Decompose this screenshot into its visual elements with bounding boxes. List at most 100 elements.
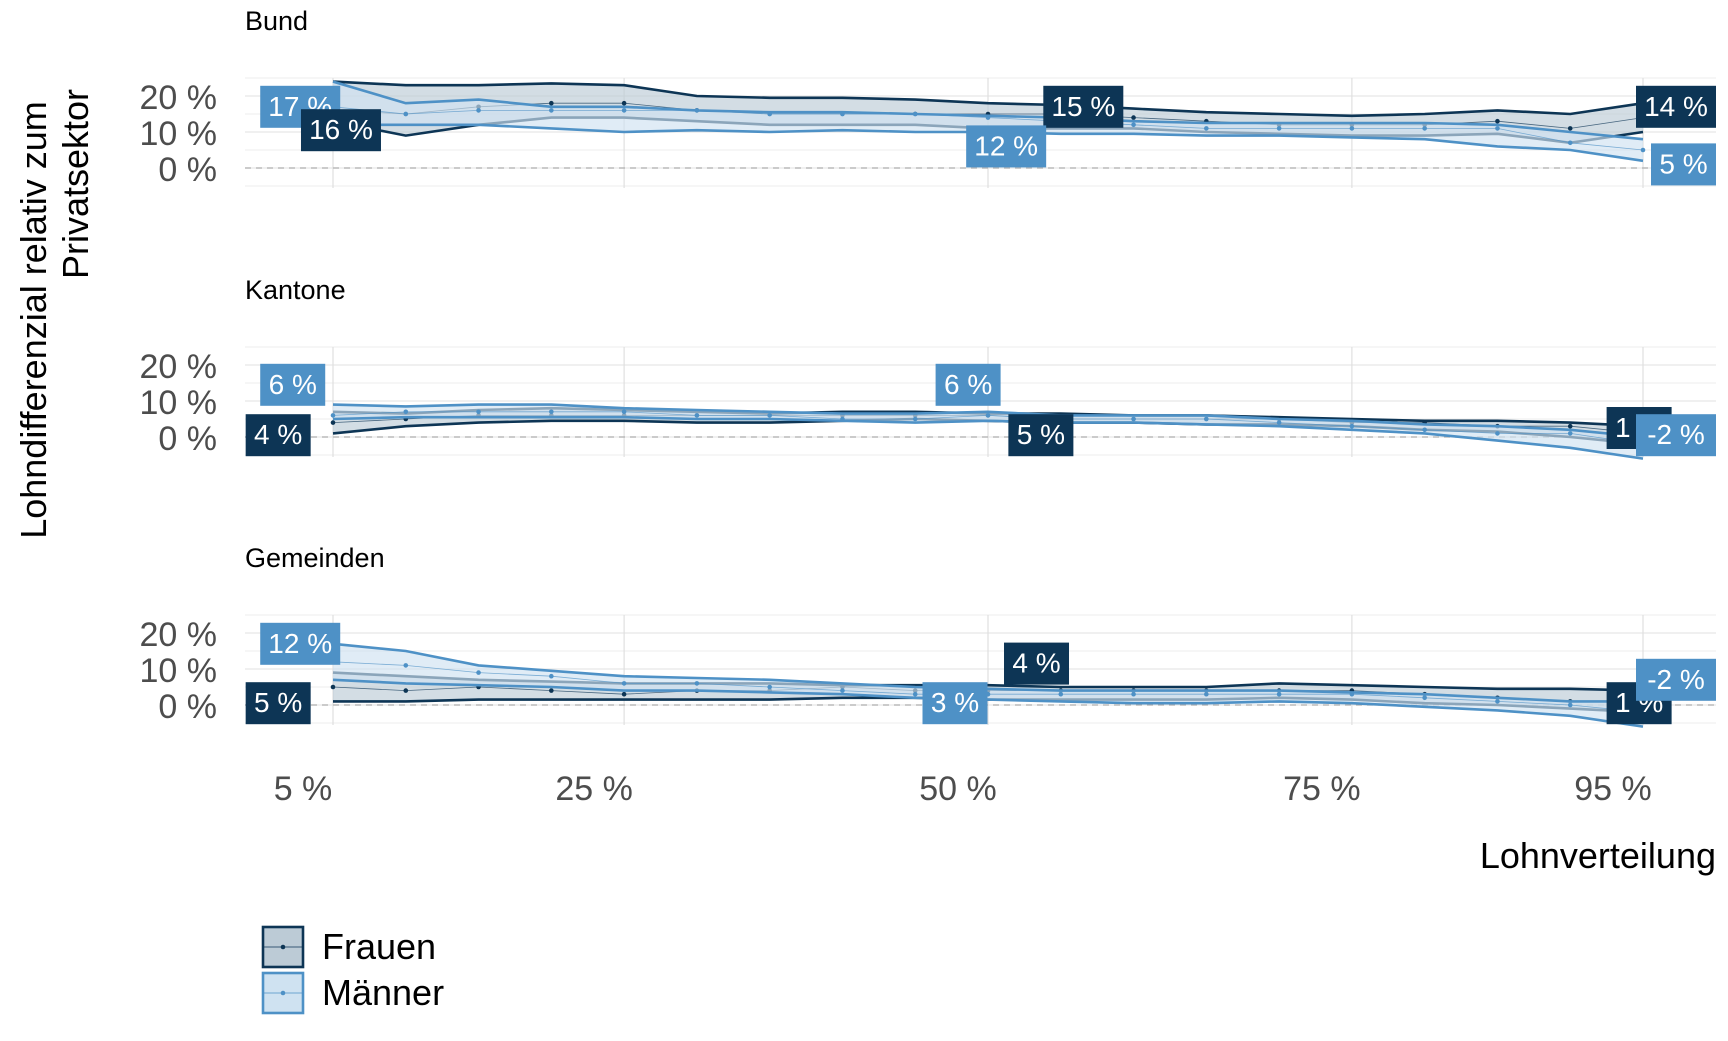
data-point bbox=[985, 413, 991, 418]
data-point bbox=[621, 681, 627, 686]
data-point bbox=[985, 115, 991, 120]
value-label-text: 16 % bbox=[309, 114, 373, 145]
axis-layer: Lohndifferenzial relativ zum Privatsekto… bbox=[13, 89, 1716, 876]
value-label-box bbox=[1043, 85, 1124, 128]
band-upper-line bbox=[332, 403, 1644, 439]
data-point bbox=[621, 691, 627, 697]
band-lower-line bbox=[332, 678, 1644, 728]
value-label-box bbox=[260, 363, 326, 406]
data-point bbox=[1349, 691, 1355, 697]
value-label-text: 5 % bbox=[254, 687, 302, 718]
data-point bbox=[1204, 691, 1209, 697]
value-label-box bbox=[922, 682, 988, 725]
value-label-text: -2 % bbox=[1647, 419, 1705, 450]
value-label-text: 3 % bbox=[931, 687, 979, 718]
value-label: 6 % bbox=[935, 363, 1001, 406]
data-point bbox=[1567, 126, 1573, 131]
data-point bbox=[1131, 416, 1136, 422]
value-label-text: 6 % bbox=[269, 369, 317, 400]
value-label: -2 % bbox=[1636, 658, 1716, 701]
value-label: 14 % bbox=[1636, 85, 1716, 128]
data-point bbox=[330, 684, 336, 690]
data-point bbox=[549, 673, 554, 679]
data-point bbox=[549, 100, 554, 106]
legend-item-männer: Männer bbox=[261, 971, 444, 1015]
y-tick-label: 10 % bbox=[140, 384, 218, 422]
legend-label: Frauen bbox=[322, 926, 436, 967]
y-axis-title-line-2: Privatsektor bbox=[55, 89, 96, 279]
data-point bbox=[694, 413, 700, 418]
series-männer bbox=[330, 403, 1646, 460]
value-label-box bbox=[245, 682, 311, 725]
value-label: 3 % bbox=[922, 682, 988, 725]
band-lower-line bbox=[332, 415, 1644, 460]
panel-title: Kantone bbox=[245, 275, 346, 305]
data-point bbox=[1349, 423, 1355, 429]
data-point bbox=[1276, 420, 1282, 425]
legend: Frauen Männer bbox=[261, 925, 444, 1015]
data-point bbox=[1422, 126, 1427, 131]
data-point bbox=[1422, 695, 1427, 701]
data-point bbox=[1131, 115, 1136, 120]
value-label-text: 5 % bbox=[1017, 419, 1065, 450]
value-label: 4 % bbox=[1004, 642, 1070, 685]
data-point bbox=[1276, 691, 1282, 697]
data-point bbox=[476, 409, 481, 415]
x-tick-label: 75 % bbox=[1283, 770, 1361, 808]
value-label: 5 % bbox=[1008, 414, 1074, 457]
confidence-band bbox=[333, 81, 1643, 161]
value-label-text: 15 % bbox=[1051, 91, 1115, 122]
value-label-box bbox=[1008, 414, 1074, 457]
value-label-text: 4 % bbox=[1012, 648, 1060, 679]
data-point bbox=[1495, 431, 1500, 436]
value-label-box bbox=[245, 414, 311, 457]
x-axis-title: Lohnverteilung bbox=[1480, 835, 1716, 876]
data-point bbox=[403, 688, 409, 693]
data-point bbox=[1495, 118, 1500, 124]
legend-key-point bbox=[280, 944, 286, 950]
data-point bbox=[403, 663, 409, 668]
data-point bbox=[840, 111, 845, 117]
value-label: 4 % bbox=[245, 414, 311, 457]
data-point bbox=[694, 108, 700, 113]
data-point bbox=[621, 100, 627, 106]
value-label: 16 % bbox=[300, 109, 381, 152]
value-label: 5 % bbox=[1651, 143, 1716, 186]
value-label-box bbox=[966, 125, 1047, 168]
data-point bbox=[1204, 126, 1209, 131]
data-point bbox=[767, 684, 772, 690]
value-label-box bbox=[260, 622, 341, 665]
value-label-text: 5 % bbox=[1659, 148, 1707, 179]
legend-label: Männer bbox=[322, 972, 444, 1013]
panel-bund: Bund 0 %10 %20 % 17 %16 % 15 % 12 % 14 % 5 % bbox=[140, 6, 1716, 189]
y-tick-label: 0 % bbox=[158, 151, 217, 189]
series-männer bbox=[330, 642, 1646, 728]
panel-title: Gemeinden bbox=[245, 543, 385, 573]
value-label-box bbox=[935, 363, 1001, 406]
data-point bbox=[1640, 147, 1646, 153]
data-point bbox=[549, 688, 554, 693]
data-point bbox=[912, 111, 918, 117]
data-point bbox=[1567, 423, 1573, 429]
value-label: 5 % bbox=[245, 682, 311, 725]
value-label: 12 % bbox=[966, 125, 1047, 168]
y-tick-label: 20 % bbox=[140, 616, 218, 654]
data-point bbox=[621, 409, 627, 415]
value-label-text: -2 % bbox=[1647, 664, 1705, 695]
y-tick-label: 10 % bbox=[140, 652, 218, 690]
data-point bbox=[840, 416, 845, 422]
data-point bbox=[1495, 126, 1500, 131]
data-point bbox=[1131, 122, 1136, 128]
value-label: -2 % bbox=[1636, 414, 1716, 457]
value-label: 17 % bbox=[260, 85, 341, 128]
data-point bbox=[840, 688, 845, 693]
legend-key-point bbox=[280, 990, 286, 996]
y-tick-label: 0 % bbox=[158, 420, 217, 458]
confidence-band bbox=[333, 643, 1643, 727]
y-tick-label: 0 % bbox=[158, 688, 217, 726]
data-point bbox=[1349, 126, 1355, 131]
